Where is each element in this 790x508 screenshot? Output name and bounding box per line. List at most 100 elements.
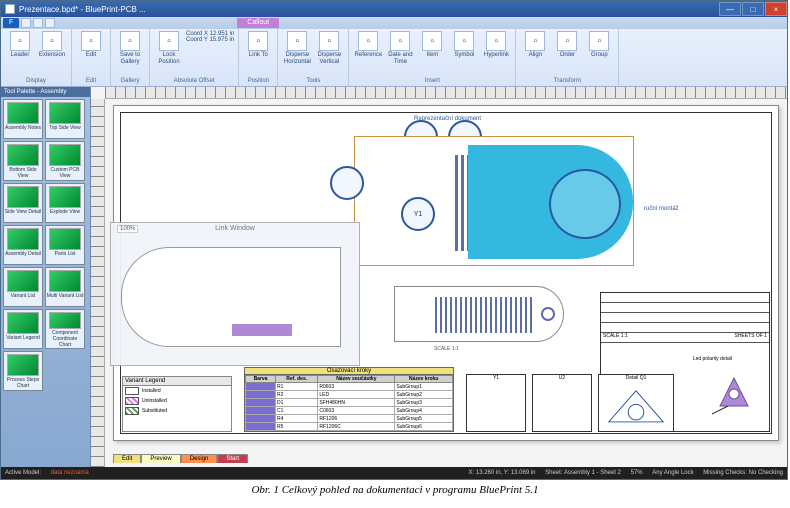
detail-view-y1[interactable]: Y1 — [466, 374, 526, 432]
link-zoom[interactable]: 100% — [117, 225, 138, 233]
variant-legend[interactable]: Variant Legend InstalledUninstalledSubst… — [122, 376, 232, 432]
scale-note: SCALE 1:1 — [434, 346, 459, 352]
palette-thumb-icon — [7, 228, 39, 250]
link-highlight — [232, 324, 292, 336]
ribbon-icon: ▫ — [10, 31, 30, 51]
ribbon-button[interactable]: ▫Group — [584, 31, 614, 59]
ribbon-button-label: Edit — [86, 52, 96, 59]
ribbon-button-label: Date and Time — [385, 52, 415, 66]
link-window[interactable]: 100% Link Window — [110, 222, 360, 366]
ribbon-button[interactable]: ▫Lock Position — [154, 31, 184, 66]
ribbon-button[interactable]: ▫Symbol — [449, 31, 479, 59]
legend-row: Installed — [123, 386, 231, 396]
palette-item[interactable]: Multi Variant List — [45, 267, 85, 307]
ribbon-group: ▫Reference▫Date and Time▫Item▫Symbol▫Hyp… — [349, 29, 516, 86]
ribbon-icon: ▫ — [248, 31, 268, 51]
file-tab[interactable]: F — [3, 18, 19, 28]
pcb-secondary[interactable] — [394, 286, 564, 342]
led-label: Led polarity detail — [693, 356, 732, 362]
ribbon-group: ▫Align▫Order▫Group Transform — [516, 29, 619, 86]
qat-undo-icon[interactable] — [33, 18, 43, 28]
callout-bubble-left[interactable] — [330, 166, 364, 200]
close-button[interactable]: × — [765, 2, 787, 16]
table-header: Barva — [246, 376, 276, 383]
ribbon-group-label: Transform — [520, 78, 614, 84]
ribbon-button[interactable]: ▫Reference — [353, 31, 383, 59]
ribbon-button[interactable]: ▫Align — [520, 31, 550, 59]
maximize-button[interactable]: □ — [742, 2, 764, 16]
ribbon-icon: ▫ — [81, 31, 101, 51]
callout-main-pcb[interactable]: Y1 — [354, 136, 634, 266]
context-tab-callout[interactable]: Callout — [237, 18, 279, 28]
palette-item[interactable]: Top Side View — [45, 99, 85, 139]
palette-thumb-icon — [7, 186, 39, 208]
palette-item[interactable]: Assembly Detail — [3, 225, 43, 265]
status-zoom[interactable]: 57% — [631, 470, 643, 476]
ruler-horizontal — [105, 87, 787, 99]
palette-item-label: Explode View — [50, 209, 80, 215]
ribbon-button[interactable]: ▫Link To — [243, 31, 273, 59]
sheet-tab[interactable]: Start — [217, 454, 248, 463]
palette-item-label: Parts List — [55, 251, 76, 257]
ribbon-button[interactable]: ▫Leader — [5, 31, 35, 59]
ribbon-button[interactable]: ▫Extension — [37, 31, 67, 59]
sheet-tab[interactable]: Design — [181, 454, 218, 463]
qat-redo-icon[interactable] — [45, 18, 55, 28]
ribbon-button[interactable]: ▫Hyperlink — [481, 31, 511, 59]
ribbon-button[interactable]: ▫Edit — [76, 31, 106, 59]
sheet-tab[interactable]: Edit — [113, 454, 141, 463]
ribbon-icon: ▫ — [557, 31, 577, 51]
palette-item[interactable]: Bottom Side View — [3, 141, 43, 181]
ribbon-button[interactable]: ▫Item — [417, 31, 447, 59]
palette-item-label: Side View Detail — [5, 209, 41, 215]
palette-title: Tool Palette - Assembly — [1, 87, 90, 97]
drawing-page[interactable]: Reprezentační dokument Y1 ruční montáž — [113, 105, 779, 441]
ribbon-button[interactable]: ▫Disperse Vertical — [314, 31, 344, 66]
status-angle-lock[interactable]: Any Angle Lock — [652, 470, 693, 476]
pcb-hole — [541, 307, 555, 321]
table-row[interactable]: C1C0603SubGroup4 — [246, 407, 453, 415]
palette-item[interactable]: Side View Detail — [3, 183, 43, 223]
drawing-canvas[interactable]: Reprezentační dokument Y1 ruční montáž — [91, 87, 787, 467]
sheet-tab[interactable]: Preview — [141, 454, 180, 463]
palette-item[interactable]: Process Steps Chart — [3, 351, 43, 391]
process-steps-table[interactable]: Osazovací kroky BarvaRef. des.Název souč… — [244, 367, 454, 432]
detail-view-q1[interactable]: Detail Q1 — [598, 374, 674, 432]
ribbon-group-label: Gallery — [115, 78, 145, 84]
ribbon-button[interactable]: ▫Date and Time — [385, 31, 415, 66]
palette-item[interactable]: Custom PCB View — [45, 141, 85, 181]
ribbon-button[interactable]: ▫Save to Gallery — [115, 31, 145, 66]
qat-save-icon[interactable] — [21, 18, 31, 28]
status-coords: X: 13.260 in, Y: 13.069 in — [469, 470, 536, 476]
legend-swatch — [125, 407, 139, 415]
ruler-vertical — [91, 99, 105, 467]
table-row[interactable]: R5RF1206CSubGroup6 — [246, 423, 453, 431]
palette-item[interactable]: Variant List — [3, 267, 43, 307]
palette-item[interactable]: Assembly Notes — [3, 99, 43, 139]
ribbon-button-label: Hyperlink — [484, 52, 509, 59]
palette-item[interactable]: Component Coordinate Chart — [45, 309, 85, 349]
ribbon-button[interactable]: ▫Disperse Horizontal — [282, 31, 312, 66]
minimize-button[interactable]: — — [719, 2, 741, 16]
ribbon-group-label: Edit — [76, 78, 106, 84]
led-polarity-detail[interactable] — [710, 366, 758, 420]
palette-item[interactable]: Variant Legend — [3, 309, 43, 349]
legend-swatch — [125, 387, 139, 395]
palette-item[interactable]: Explode View — [45, 183, 85, 223]
ribbon-button-label: Disperse Vertical — [314, 52, 344, 66]
palette-item-label: Assembly Notes — [5, 125, 41, 131]
callout-y1[interactable]: Y1 — [401, 197, 435, 231]
table-row[interactable]: R2LEDSubGroup2 — [246, 391, 453, 399]
ribbon-button[interactable]: ▫Order — [552, 31, 582, 59]
table-row[interactable]: D1SFH480HNSubGroup3 — [246, 399, 453, 407]
detail-view-u2[interactable]: U2 — [532, 374, 592, 432]
ribbon-group-label: Absolute Offset — [154, 78, 234, 84]
palette-item-label: Multi Variant List — [47, 293, 84, 299]
palette-item-label: Component Coordinate Chart — [46, 330, 84, 348]
ribbon-button-label: Item — [427, 52, 439, 59]
window-titlebar: Prezentace.bpd* - BluePrint-PCB ... — □ … — [1, 1, 787, 17]
table-row[interactable]: R4RF1206SubGroup5 — [246, 415, 453, 423]
palette-item[interactable]: Parts List — [45, 225, 85, 265]
table-row[interactable]: R1R0603SubGroup1 — [246, 383, 453, 391]
palette-item-label: Custom PCB View — [46, 167, 84, 179]
